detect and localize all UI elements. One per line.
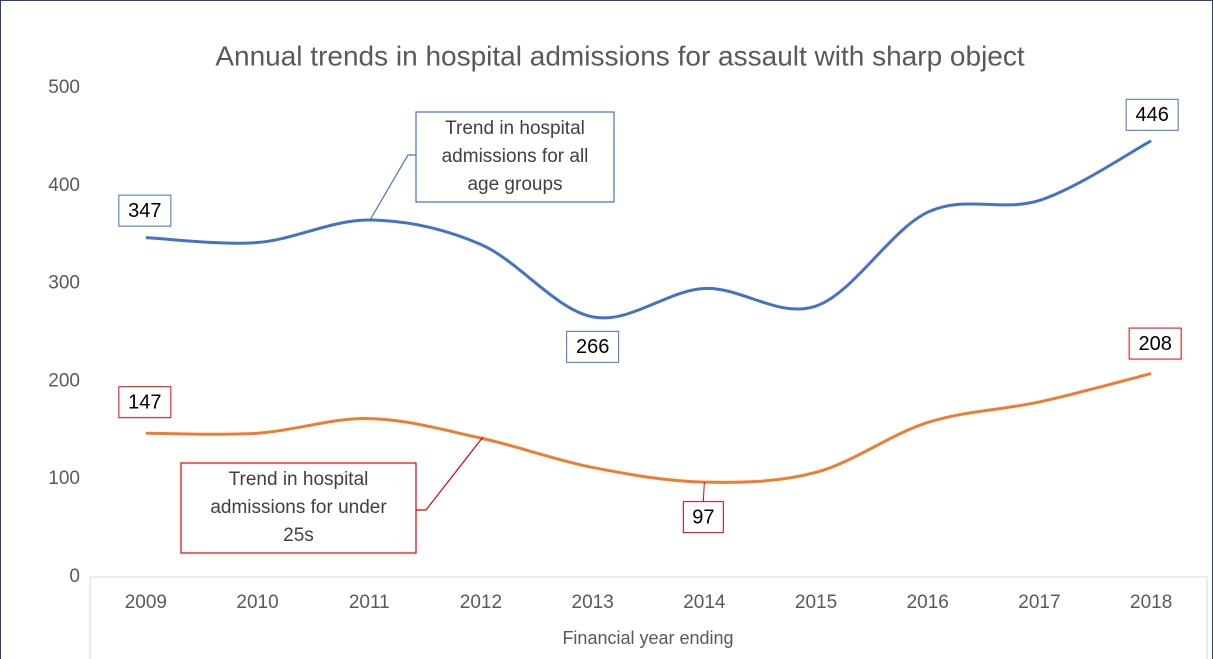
callout-box — [180, 462, 417, 554]
callout-box — [415, 111, 615, 203]
data-label-box — [566, 330, 620, 363]
x-tick-label: 2017 — [1018, 592, 1060, 613]
callout-text: admissions for all — [442, 146, 589, 167]
y-tick-label: 400 — [48, 175, 80, 196]
y-tick-label: 0 — [69, 566, 80, 587]
x-tick-label: 2011 — [349, 592, 390, 613]
data-label: 147 — [128, 392, 161, 414]
x-tick-label: 2015 — [795, 592, 837, 613]
x-tick-label: 2018 — [1130, 592, 1172, 613]
series-line — [145, 372, 1152, 484]
callout-leader — [369, 154, 416, 221]
series-line — [145, 139, 1152, 320]
data-label-box — [1125, 98, 1179, 131]
data-label-box — [118, 194, 172, 227]
x-tick-label: 2012 — [460, 592, 502, 613]
data-label: 446 — [1135, 104, 1168, 126]
x-tick-label: 2014 — [683, 592, 726, 613]
x-tick-label: 2016 — [907, 592, 949, 613]
x-tick-label: 2009 — [125, 592, 167, 613]
data-label: 97 — [692, 506, 714, 528]
y-tick-label: 300 — [48, 273, 80, 294]
y-tick-label: 500 — [48, 77, 80, 98]
callout-text: Trend in hospital — [229, 469, 369, 490]
x-axis-title: Financial year ending — [562, 628, 733, 648]
x-axis-box — [89, 576, 1208, 659]
callout-text: Trend in hospital — [445, 118, 585, 139]
x-tick-label: 2013 — [572, 592, 614, 613]
data-label: 347 — [128, 200, 161, 222]
callout-text: age groups — [467, 174, 562, 195]
data-label-box — [118, 386, 172, 419]
data-label-box — [682, 501, 724, 534]
x-tick-label: 2010 — [236, 592, 278, 613]
data-label: 208 — [1138, 333, 1171, 355]
callout-text: admissions for under — [210, 497, 387, 518]
data-label-box — [1128, 327, 1182, 360]
data-label: 266 — [576, 336, 609, 358]
callout-text: 25s — [283, 525, 314, 546]
chart-title: Annual trends in hospital admissions for… — [215, 40, 1025, 71]
label-leader — [702, 482, 705, 502]
callout-leader — [416, 436, 484, 511]
y-tick-label: 100 — [48, 468, 80, 489]
y-tick-label: 200 — [48, 370, 80, 391]
